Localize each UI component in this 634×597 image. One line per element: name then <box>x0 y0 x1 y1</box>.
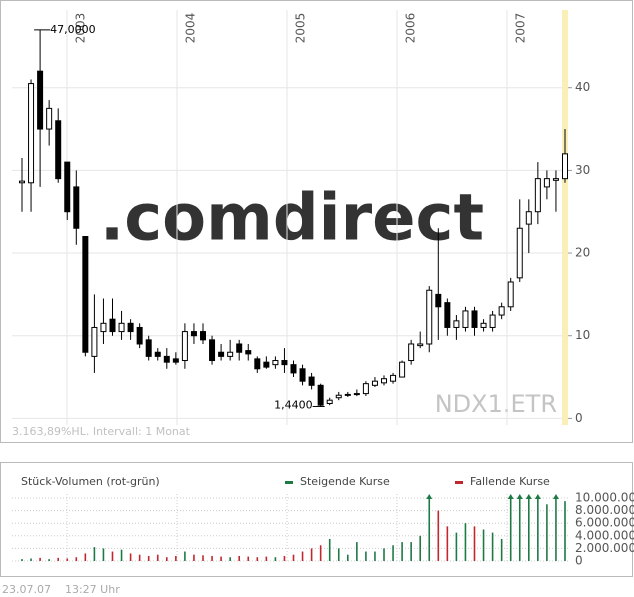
candle-body <box>145 339 152 357</box>
candle-body <box>290 364 297 374</box>
candle-body <box>362 383 369 395</box>
candle-body <box>390 374 397 382</box>
candle-body <box>100 322 107 333</box>
overflow-arrow <box>525 494 532 499</box>
candle-body <box>127 322 134 333</box>
candle-body <box>299 368 306 382</box>
candle-body <box>254 358 261 370</box>
candle-body <box>344 393 351 396</box>
candle-body <box>543 178 550 188</box>
candle-body <box>82 236 89 353</box>
candle-body <box>462 310 469 328</box>
candle-body <box>200 331 206 341</box>
x-tick-label: 2005 <box>294 13 308 44</box>
candle-body <box>507 281 514 308</box>
legend-label: Fallende Kurse <box>470 475 550 488</box>
candle-body <box>37 70 44 130</box>
x-tick-label: 2007 <box>514 13 528 44</box>
candle-body <box>399 361 406 378</box>
candle-body <box>489 314 496 328</box>
overflow-arrow <box>507 494 514 499</box>
candle-body <box>190 331 197 337</box>
candle-body <box>534 178 541 213</box>
high-label: 47,0000 <box>50 23 96 36</box>
y-tick-label: 10 <box>575 328 590 342</box>
candle-body <box>73 186 80 229</box>
info: 3.163,89%HL. Intervall: 1 Monat <box>12 425 191 438</box>
candle-body <box>417 343 424 347</box>
candle-body <box>64 161 71 213</box>
candle-body <box>308 376 315 386</box>
current-highlight <box>562 10 568 425</box>
x-tick-label: 2003 <box>74 13 88 44</box>
volume-panel <box>0 462 633 577</box>
candle-body <box>498 306 505 316</box>
y-tick-label: 4.000.000 <box>575 528 634 542</box>
candle-body <box>426 289 433 345</box>
timestamp: 23.07.07 13:27 Uhr <box>2 583 120 596</box>
candle-body <box>227 351 234 357</box>
candle-body <box>471 310 478 328</box>
y-tick-label: 2.000.000 <box>575 541 634 555</box>
overflow-arrow <box>552 494 559 499</box>
candle-body <box>444 302 451 328</box>
y-tick-label: 30 <box>575 163 590 177</box>
candle-body <box>326 399 333 405</box>
candle-body <box>353 393 360 396</box>
candle-body <box>516 227 523 279</box>
candle-body <box>272 360 279 366</box>
candle-body <box>562 153 568 180</box>
candle-body <box>335 394 342 399</box>
y-tick-label: 20 <box>575 246 590 260</box>
candle-body <box>55 120 62 180</box>
y-tick-label: 10.000.000 <box>575 491 634 505</box>
volume-title: Stück-Volumen (rot-grün) <box>21 475 160 488</box>
legend-label: Steigende Kurse <box>300 475 390 488</box>
y-tick-label: 0 <box>575 411 583 425</box>
candle-body <box>236 343 243 353</box>
candle-body <box>317 384 324 406</box>
candle-body <box>28 83 35 184</box>
x-tick-label: 2006 <box>404 13 418 44</box>
x-tick-label: 2004 <box>184 13 198 44</box>
candle-body <box>154 351 161 357</box>
candle-body <box>371 380 378 386</box>
candle-body <box>109 318 116 333</box>
candle-body <box>209 339 216 362</box>
candle-body <box>136 326 143 345</box>
candle-body <box>435 293 442 308</box>
legend-swatch <box>285 481 293 484</box>
candle-body <box>163 355 170 363</box>
y-tick-label: 40 <box>575 80 590 94</box>
candle-body <box>19 180 25 184</box>
overflow-arrow <box>516 494 523 499</box>
candle-body <box>381 378 387 384</box>
candle-body <box>525 211 532 225</box>
candle-body <box>46 107 53 130</box>
candle-body <box>245 350 252 355</box>
candle-body <box>118 322 125 333</box>
candle-body <box>408 343 415 362</box>
candle-body <box>91 326 98 357</box>
y-tick-label: 6.000.000 <box>575 516 634 530</box>
candle-body <box>263 361 270 368</box>
y-tick-label: 0 <box>575 554 583 568</box>
candle-body <box>453 320 460 328</box>
candle-body <box>281 360 288 366</box>
watermark: .comdirect <box>100 182 484 256</box>
candle-body <box>218 351 225 357</box>
overflow-arrow <box>534 494 541 499</box>
overflow-arrow <box>426 494 433 499</box>
low-label: 1,4400 <box>274 398 313 411</box>
candle-body <box>181 331 188 362</box>
y-tick-label: 8.000.000 <box>575 503 634 517</box>
candle-body <box>172 358 179 363</box>
legend-swatch <box>455 481 463 484</box>
symbol: NDX1.ETR <box>435 390 557 418</box>
candle-body <box>480 322 487 328</box>
candle-body <box>552 178 559 181</box>
